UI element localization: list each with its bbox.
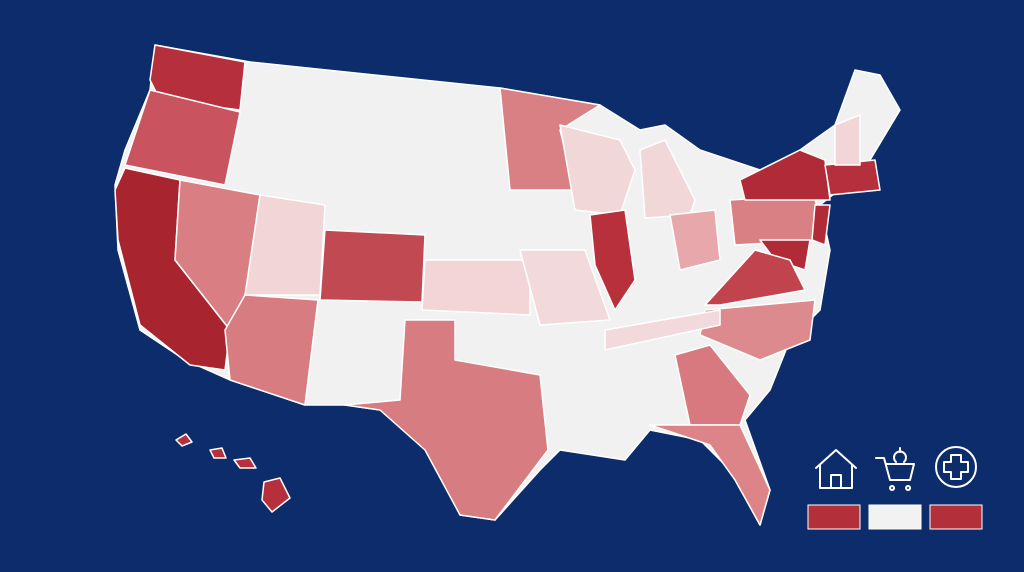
hawaii-1 <box>175 433 193 447</box>
legend-swatch <box>929 504 983 530</box>
illinois <box>589 209 636 311</box>
michigan <box>639 139 696 219</box>
icon-health <box>935 446 977 488</box>
maryland <box>759 239 811 271</box>
hawaii-3 <box>233 457 257 469</box>
ohio <box>669 209 721 271</box>
legend-swatch <box>807 504 861 530</box>
legend-swatch <box>868 504 922 530</box>
texas <box>344 319 549 521</box>
hawaii-4 <box>261 477 291 513</box>
virginia <box>704 249 806 306</box>
wisconsin <box>559 124 636 216</box>
oregon <box>124 89 241 186</box>
legend-swatches <box>807 504 983 530</box>
icon-plus <box>943 454 969 480</box>
colorado <box>319 229 426 303</box>
georgia <box>674 344 751 426</box>
states <box>114 44 901 526</box>
utah <box>244 194 326 296</box>
florida <box>649 424 771 526</box>
missouri <box>519 249 611 326</box>
icon-home <box>815 449 857 489</box>
new-jersey <box>811 204 831 246</box>
kansas <box>421 259 531 316</box>
tennessee <box>604 309 721 351</box>
hawaii-2 <box>209 447 227 459</box>
legend <box>807 446 983 530</box>
icon-cart <box>875 447 915 491</box>
pennsylvania <box>729 194 821 246</box>
north-carolina <box>699 299 816 361</box>
new-hampshire <box>834 114 861 166</box>
arizona <box>224 294 319 406</box>
